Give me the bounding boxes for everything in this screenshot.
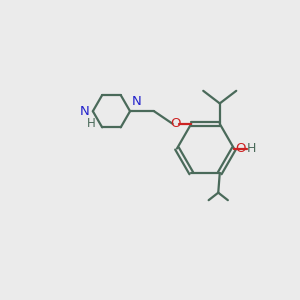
Text: O: O [170, 117, 181, 130]
Text: O: O [236, 142, 246, 155]
Text: H: H [247, 142, 256, 155]
Text: N: N [132, 95, 141, 108]
Text: N: N [80, 105, 89, 118]
Text: H: H [87, 117, 96, 130]
